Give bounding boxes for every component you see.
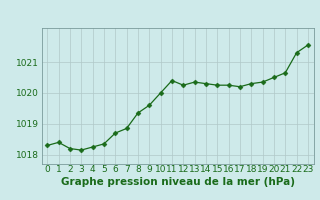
X-axis label: Graphe pression niveau de la mer (hPa): Graphe pression niveau de la mer (hPa): [60, 177, 295, 187]
